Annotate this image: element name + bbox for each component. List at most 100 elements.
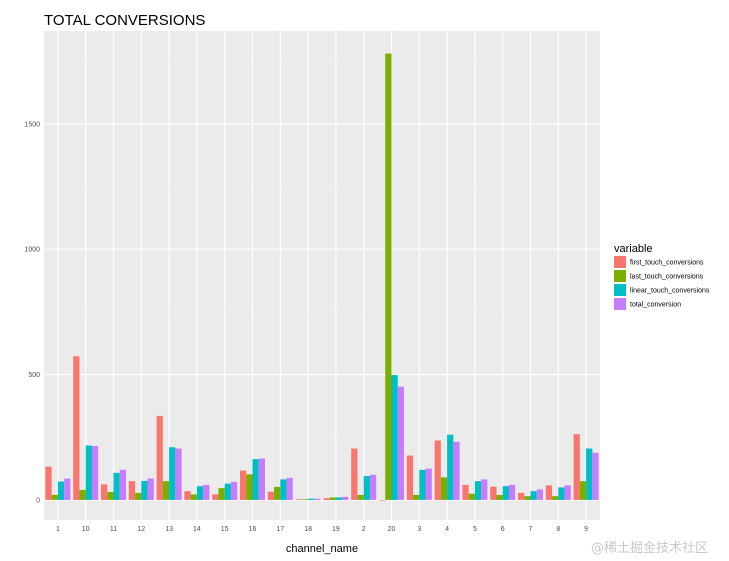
bar (413, 494, 420, 500)
bar (308, 498, 315, 500)
bar (203, 484, 210, 500)
bar (246, 474, 253, 500)
bar (490, 486, 497, 500)
bar (579, 481, 587, 500)
bar (64, 478, 71, 500)
bar (51, 494, 58, 500)
legend-swatch (614, 256, 626, 268)
x-tick-label: 18 (304, 526, 312, 533)
bar (342, 496, 349, 500)
bar (175, 448, 182, 500)
bar (301, 499, 309, 500)
y-tick-label: 1500 (24, 121, 40, 128)
bar (558, 487, 565, 500)
y-tick-label: 500 (28, 372, 40, 379)
chart-title: TOTAL CONVERSIONS (44, 12, 205, 29)
watermark: @稀土掘金技术社区 (591, 541, 709, 556)
bar (425, 468, 432, 500)
bar (453, 441, 460, 500)
bar (536, 489, 544, 500)
bar (267, 491, 275, 500)
bar (323, 498, 330, 500)
bar (45, 466, 52, 500)
legend-swatch (614, 284, 626, 296)
bar (419, 469, 426, 500)
x-axis: 1 10 11 12 13 14 15 16 17 18 19 2 20 3 4 5 6 7 8 9 (56, 526, 588, 533)
bar (502, 486, 509, 500)
bar (128, 481, 136, 500)
bar (552, 496, 559, 500)
bar (397, 386, 405, 500)
bar (286, 477, 293, 500)
x-tick-label: 17 (276, 526, 284, 533)
x-tick-label: 7 (529, 526, 533, 533)
bar (434, 440, 441, 500)
bar (156, 415, 163, 500)
bar (385, 53, 392, 500)
plot-panel (44, 31, 600, 520)
bar (508, 484, 516, 500)
bar (545, 485, 553, 500)
bars (45, 53, 599, 501)
bar (440, 477, 448, 500)
x-tick-label: 13 (165, 526, 173, 533)
bar (378, 499, 386, 501)
legend-swatch (614, 270, 626, 282)
x-tick-label: 19 (332, 526, 340, 533)
bar (517, 492, 525, 500)
bar (91, 446, 99, 500)
bar (79, 489, 86, 500)
x-tick-label: 4 (445, 526, 449, 533)
x-tick-label: 3 (417, 526, 421, 533)
x-tick-label: 8 (556, 526, 560, 533)
bar (196, 486, 204, 500)
x-tick-label: 15 (221, 526, 229, 533)
bar (258, 458, 266, 500)
legend: variable first_touch_conversions last_tou… (614, 243, 710, 310)
bar (190, 494, 197, 500)
bar (530, 491, 537, 500)
bar (474, 481, 482, 500)
bar (107, 491, 114, 500)
y-axis: 0 500 1000 1500 (24, 121, 40, 504)
legend-label: first_touch_conversions (630, 260, 704, 267)
bar (295, 499, 302, 500)
legend-label: linear_touch_conversions (630, 288, 710, 295)
bar (462, 484, 469, 500)
bar (169, 447, 176, 500)
bar (524, 496, 531, 500)
bar (351, 448, 358, 500)
legend-title: variable (614, 243, 653, 255)
bar (141, 480, 148, 500)
legend-label: total_conversion (630, 302, 681, 309)
bar (85, 445, 92, 500)
bar (481, 479, 488, 500)
x-tick-label: 9 (584, 526, 588, 533)
bar (391, 375, 398, 500)
bar (147, 478, 154, 500)
y-tick-label: 0 (36, 497, 40, 504)
bar (406, 455, 414, 500)
bar (314, 498, 321, 500)
bar (239, 470, 247, 500)
bar (230, 481, 238, 500)
bar (162, 481, 170, 500)
bar (357, 494, 364, 500)
x-tick-label: 1 (56, 526, 60, 533)
bar (573, 434, 580, 500)
bar (119, 469, 127, 500)
bar (113, 472, 120, 500)
x-tick-label: 20 (388, 526, 396, 533)
bar (586, 448, 593, 500)
x-axis-title: channel_name (286, 543, 358, 555)
bar (212, 494, 219, 500)
x-tick-label: 14 (193, 526, 201, 533)
bar (280, 479, 287, 500)
bar (329, 497, 336, 500)
bar (224, 483, 231, 500)
bar (135, 492, 142, 500)
bar (57, 481, 65, 500)
legend-swatch (614, 298, 626, 310)
x-tick-label: 12 (137, 526, 145, 533)
